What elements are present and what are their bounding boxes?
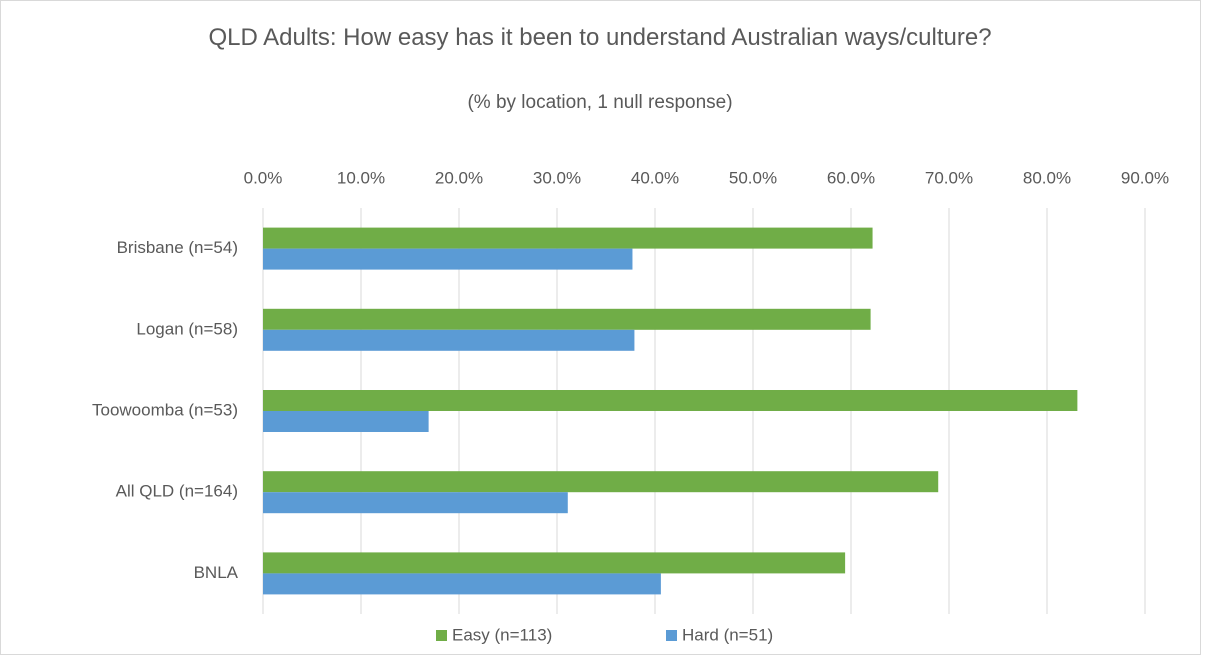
bar	[263, 492, 568, 514]
chart-subtitle: (% by location, 1 null response)	[467, 92, 733, 113]
x-tick-label: 30.0%	[533, 168, 581, 187]
x-tick-label: 50.0%	[729, 168, 777, 187]
x-tick-label: 80.0%	[1023, 168, 1071, 187]
bar	[263, 411, 429, 432]
legend-swatch	[666, 630, 677, 641]
bar	[263, 573, 661, 595]
y-tick-label: Logan (n=58)	[136, 319, 238, 338]
legend-label: Hard (n=51)	[682, 625, 773, 644]
bar	[263, 308, 871, 330]
x-tick-label: 20.0%	[435, 168, 483, 187]
legend-swatch	[436, 630, 447, 641]
bar	[263, 471, 939, 493]
bar	[263, 227, 873, 249]
x-tick-label: 70.0%	[925, 168, 973, 187]
chart-title: QLD Adults: How easy has it been to unde…	[208, 24, 992, 51]
legend-label: Easy (n=113)	[452, 625, 552, 644]
y-tick-label: All QLD (n=164)	[116, 482, 238, 501]
y-tick-label: Toowoomba (n=53)	[92, 400, 238, 419]
x-tick-label: 90.0%	[1121, 168, 1169, 187]
bar	[263, 329, 635, 351]
bar	[263, 390, 1078, 411]
bar	[263, 552, 846, 574]
y-tick-label: BNLA	[194, 563, 239, 582]
x-tick-label: 0.0%	[244, 168, 283, 187]
x-tick-label: 40.0%	[631, 168, 679, 187]
bar	[263, 248, 633, 270]
x-tick-label: 60.0%	[827, 168, 875, 187]
y-tick-label: Brisbane (n=54)	[117, 238, 238, 257]
x-tick-label: 10.0%	[337, 168, 385, 187]
